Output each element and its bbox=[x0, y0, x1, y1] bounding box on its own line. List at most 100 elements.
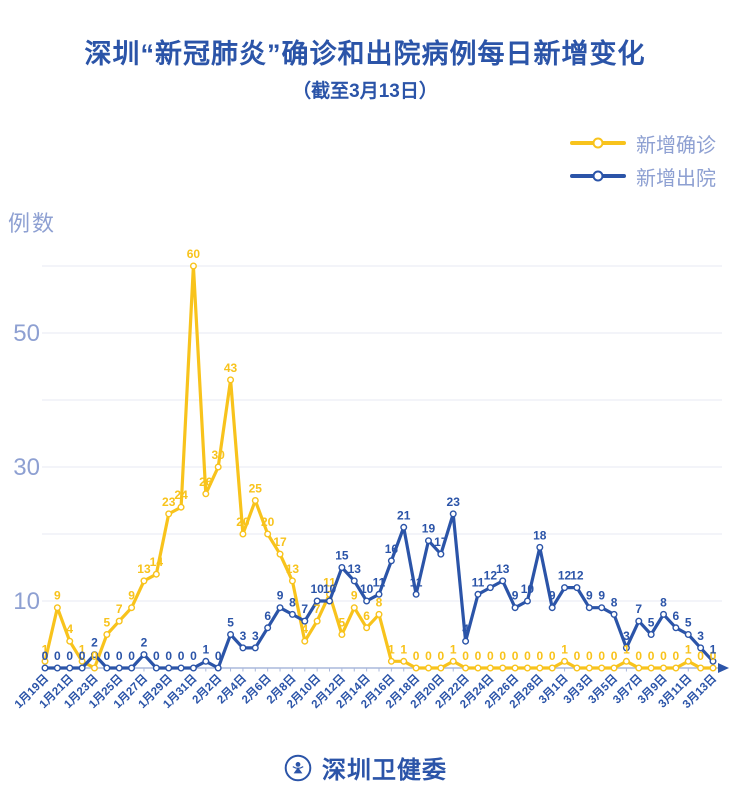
data-point-discharged bbox=[437, 550, 445, 558]
data-label-discharged: 0 bbox=[66, 649, 73, 663]
data-label-discharged: 0 bbox=[153, 649, 160, 663]
data-point-confirmed bbox=[585, 664, 593, 672]
data-point-confirmed bbox=[338, 631, 346, 639]
data-point-confirmed bbox=[647, 664, 655, 672]
data-point-discharged bbox=[585, 604, 593, 612]
data-point-discharged bbox=[622, 644, 630, 652]
data-point-confirmed bbox=[375, 610, 383, 618]
data-point-discharged bbox=[449, 510, 457, 518]
legend-marker-icon bbox=[592, 170, 604, 182]
series-line-confirmed bbox=[41, 262, 717, 672]
data-point-discharged bbox=[499, 577, 507, 585]
series-line-discharged bbox=[41, 510, 717, 672]
data-point-confirmed bbox=[177, 503, 185, 511]
data-point-confirmed bbox=[128, 604, 136, 612]
data-point-confirmed bbox=[214, 463, 222, 471]
data-point-confirmed bbox=[115, 617, 123, 625]
data-label-discharged: 0 bbox=[215, 649, 222, 663]
data-point-confirmed bbox=[412, 664, 420, 672]
data-point-discharged bbox=[573, 584, 581, 592]
data-label-confirmed: 0 bbox=[660, 649, 667, 663]
data-point-discharged bbox=[660, 610, 668, 618]
data-label-discharged: 0 bbox=[42, 649, 49, 663]
data-point-discharged bbox=[363, 597, 371, 605]
data-point-discharged bbox=[189, 664, 197, 672]
data-point-confirmed bbox=[610, 664, 618, 672]
data-label-discharged: 0 bbox=[178, 649, 185, 663]
data-point-confirmed bbox=[462, 664, 470, 672]
data-point-confirmed bbox=[251, 497, 259, 505]
y-tick-label: 50 bbox=[13, 320, 40, 347]
data-label-confirmed: 0 bbox=[549, 649, 556, 663]
data-label-confirmed: 0 bbox=[512, 649, 519, 663]
data-label-discharged: 6 bbox=[264, 609, 271, 623]
data-label-discharged: 13 bbox=[348, 562, 362, 576]
data-label-discharged: 4 bbox=[462, 622, 469, 636]
data-label-confirmed: 24 bbox=[174, 488, 188, 502]
data-label-discharged: 2 bbox=[91, 636, 98, 650]
data-label-confirmed: 1 bbox=[79, 642, 86, 656]
data-point-discharged bbox=[66, 664, 74, 672]
data-point-discharged bbox=[536, 543, 544, 551]
data-point-discharged bbox=[338, 564, 346, 572]
data-point-confirmed bbox=[536, 664, 544, 672]
data-point-discharged bbox=[276, 604, 284, 612]
data-label-discharged: 12 bbox=[570, 569, 584, 583]
data-label-discharged: 11 bbox=[373, 575, 386, 589]
data-point-discharged bbox=[400, 523, 408, 531]
line-chart-canvas: 1030501月19日1月21日1月23日1月25日1月27日1月29日1月31… bbox=[12, 247, 729, 711]
data-label-discharged: 0 bbox=[165, 649, 172, 663]
data-label-confirmed: 1 bbox=[623, 642, 630, 656]
data-point-confirmed bbox=[78, 657, 86, 665]
data-point-discharged bbox=[523, 597, 531, 605]
data-label-confirmed: 0 bbox=[536, 649, 543, 663]
data-label-confirmed: 6 bbox=[363, 609, 370, 623]
data-point-discharged bbox=[239, 644, 247, 652]
data-label-discharged: 6 bbox=[673, 609, 680, 623]
data-point-confirmed bbox=[189, 262, 197, 270]
data-label-confirmed: 26 bbox=[199, 475, 213, 489]
data-label-discharged: 0 bbox=[190, 649, 197, 663]
data-point-confirmed bbox=[437, 664, 445, 672]
data-label-discharged: 10 bbox=[360, 582, 374, 596]
data-point-discharged bbox=[115, 664, 123, 672]
data-label-confirmed: 7 bbox=[116, 602, 123, 616]
data-point-discharged bbox=[152, 664, 160, 672]
data-point-confirmed bbox=[165, 510, 173, 518]
data-label-confirmed: 0 bbox=[524, 649, 531, 663]
data-label-confirmed: 0 bbox=[586, 649, 593, 663]
data-point-confirmed bbox=[140, 577, 148, 585]
data-point-confirmed bbox=[474, 664, 482, 672]
data-label-discharged: 0 bbox=[116, 649, 123, 663]
legend-label-discharged: 新增出院 bbox=[636, 167, 716, 190]
shenzhen-health-commission-logo-icon bbox=[284, 754, 312, 781]
data-label-discharged: 7 bbox=[635, 602, 642, 616]
data-label-confirmed: 4 bbox=[66, 622, 73, 636]
data-point-discharged bbox=[140, 651, 148, 659]
data-point-confirmed bbox=[400, 657, 408, 665]
data-point-confirmed bbox=[598, 664, 606, 672]
data-label-confirmed: 1 bbox=[561, 642, 568, 656]
data-label-discharged: 5 bbox=[227, 616, 234, 630]
data-label-discharged: 9 bbox=[598, 589, 605, 603]
data-label-confirmed: 9 bbox=[351, 589, 358, 603]
data-point-discharged bbox=[561, 584, 569, 592]
data-label-confirmed: 0 bbox=[673, 649, 680, 663]
data-point-confirmed bbox=[152, 570, 160, 578]
data-point-confirmed bbox=[363, 624, 371, 632]
data-label-discharged: 10 bbox=[310, 582, 324, 596]
data-point-confirmed bbox=[387, 657, 395, 665]
data-label-discharged: 16 bbox=[385, 542, 399, 556]
data-label-confirmed: 20 bbox=[236, 515, 250, 529]
data-point-confirmed bbox=[697, 664, 705, 672]
data-label-confirmed: 0 bbox=[425, 649, 432, 663]
data-label-discharged: 21 bbox=[397, 508, 411, 522]
page-title: 深圳“新冠肺炎”确诊和出院病例每日新增变化 bbox=[84, 39, 646, 69]
data-point-confirmed bbox=[573, 664, 581, 672]
data-label-discharged: 1 bbox=[202, 642, 209, 656]
data-point-discharged bbox=[251, 644, 259, 652]
data-point-discharged bbox=[424, 537, 432, 545]
data-label-confirmed: 1 bbox=[400, 642, 407, 656]
data-label-confirmed: 0 bbox=[438, 649, 445, 663]
data-point-confirmed bbox=[227, 376, 235, 384]
